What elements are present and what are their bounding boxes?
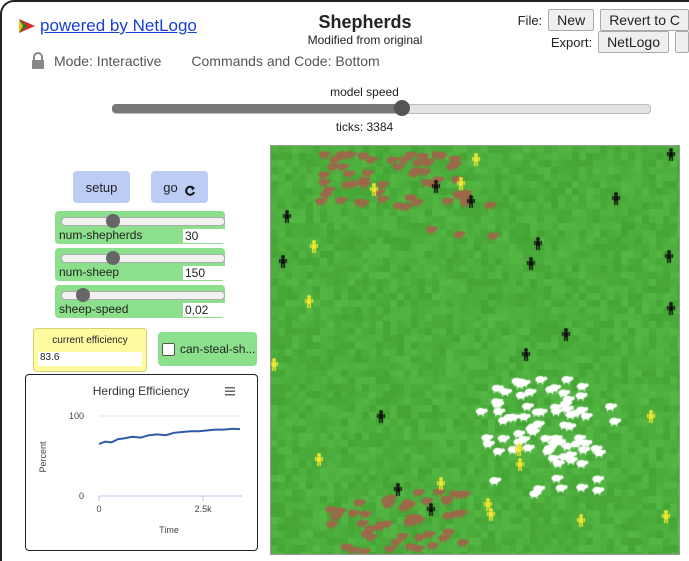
switch-label: can-steal-sh...	[180, 342, 256, 356]
export-bar: Export: NetLogo	[551, 31, 689, 53]
slider-track[interactable]	[61, 254, 225, 263]
powered-by-text[interactable]: powered by NetLogo	[40, 16, 197, 35]
slider-handle[interactable]	[106, 251, 120, 265]
export-html-button[interactable]	[675, 31, 689, 53]
go-button-label: go	[163, 179, 178, 195]
current-efficiency-monitor: current efficiency 83.6	[33, 328, 147, 372]
num-sheep-slider[interactable]: num-sheep 150	[55, 248, 227, 281]
slider-label: num-sheep	[59, 265, 120, 279]
world-canvas[interactable]	[271, 146, 679, 554]
model-speed-fill	[112, 104, 402, 113]
slider-value[interactable]: 30	[183, 229, 227, 243]
revert-button[interactable]: Revert to C	[600, 9, 689, 31]
y-tick-label: 0	[79, 491, 84, 501]
export-netlogo-button[interactable]: NetLogo	[598, 31, 669, 53]
forever-icon	[184, 185, 195, 196]
plot-title: Herding Efficiency	[93, 384, 190, 398]
x-tick-label: 2.5k	[195, 504, 213, 514]
monitor-label: current efficiency	[52, 335, 128, 346]
slider-value[interactable]: 0,02	[183, 303, 227, 317]
slider-label: sheep-speed	[59, 302, 129, 316]
herding-efficiency-plot: Herding Efficiency 0 100 0 2.5k Percent Tim…	[25, 374, 258, 551]
mode-bar: Mode: Interactive Commands and Code: Bot…	[30, 52, 380, 70]
model-subtitle: Modified from original	[307, 33, 423, 47]
new-button[interactable]: New	[548, 9, 595, 31]
x-tick-label: 0	[96, 504, 101, 514]
slider-handle[interactable]	[76, 288, 90, 302]
hamburger-menu-icon[interactable]	[225, 387, 235, 396]
switch-checkbox[interactable]	[162, 342, 175, 356]
y-tick-label: 100	[69, 411, 84, 421]
netlogo-logo-icon	[19, 19, 35, 33]
model-speed-handle[interactable]	[393, 100, 410, 116]
slider-track[interactable]	[61, 217, 225, 226]
setup-button-label: setup	[85, 179, 118, 195]
slider-track[interactable]	[61, 291, 225, 300]
go-button[interactable]: go	[151, 171, 208, 203]
ticks-counter: ticks: 3384	[335, 120, 394, 134]
num-shepherds-slider[interactable]: num-shepherds 30	[55, 211, 227, 244]
file-label: File:	[517, 12, 543, 28]
powered-by-link[interactable]: powered by NetLogo	[18, 16, 197, 36]
lock-icon[interactable]	[30, 52, 46, 70]
commands-code-toggle[interactable]: Commands and Code: Bottom	[191, 53, 380, 69]
export-label: Export:	[550, 34, 593, 50]
can-steal-sheep-switch[interactable]: can-steal-sh...	[158, 332, 257, 366]
world-view[interactable]	[270, 145, 680, 555]
plot-canvas: Herding Efficiency 0 100 0 2.5k Percent Tim…	[38, 384, 242, 535]
file-bar: File: New Revert to C	[518, 9, 689, 31]
x-axis-label: Time	[159, 525, 179, 535]
slider-label: num-shepherds	[59, 228, 143, 242]
model-title: Shepherds	[318, 12, 412, 32]
slider-value[interactable]: 150	[183, 266, 227, 280]
mode-text: Mode: Interactive	[54, 53, 162, 69]
model-speed-label: model speed	[330, 85, 399, 99]
y-axis-label: Percent	[38, 441, 48, 473]
setup-button[interactable]: setup	[73, 171, 130, 203]
slider-handle[interactable]	[106, 214, 120, 228]
efficiency-series-line	[98, 427, 241, 445]
monitor-value: 83.6	[38, 352, 142, 366]
sheep-speed-slider[interactable]: sheep-speed 0,02	[55, 285, 227, 318]
